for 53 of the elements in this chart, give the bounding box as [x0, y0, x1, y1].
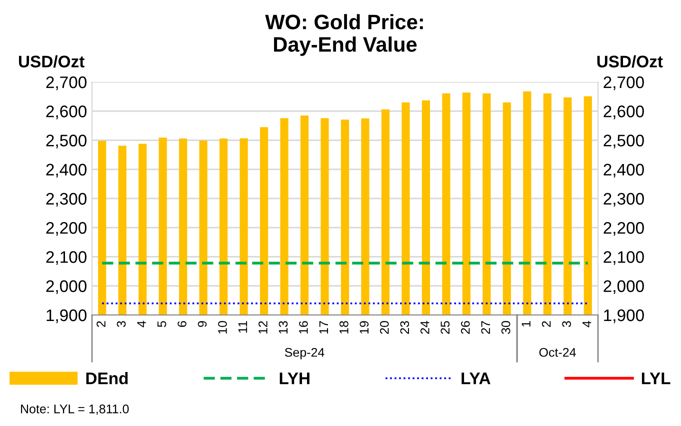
x-tick-label: 17 [319, 321, 328, 334]
y2-tick-label: 2,300 [604, 192, 644, 207]
y-tick-label: 1,900 [46, 309, 86, 324]
y-tick-label: 2,300 [46, 192, 86, 207]
x-tick-label: 2 [96, 321, 106, 327]
y2-tick-label: 2,600 [604, 106, 644, 120]
legend-label: DEnd [86, 372, 128, 384]
x-tick-label: 18 [340, 321, 348, 334]
x-tick-label: 10 [218, 321, 227, 334]
y2-tick-label: 2,100 [604, 251, 644, 265]
x-tick-label: 4 [582, 320, 592, 328]
x-tick-label: 5 [157, 321, 166, 328]
x-tick-label: 11 [238, 321, 248, 333]
x-tick-label: 16 [299, 321, 308, 334]
y-tick-label: 2,100 [46, 251, 86, 265]
x-tick-label: 6 [178, 321, 186, 327]
x-tick-label: 20 [380, 321, 389, 334]
x-tick-label: 27 [481, 321, 490, 334]
y2-tick-label: 2,000 [604, 280, 644, 294]
x-tick-label: 12 [258, 321, 268, 334]
legend-label: LYL [642, 372, 670, 384]
y2-tick-label: 2,200 [604, 222, 644, 236]
y-tick-label: 2,600 [46, 106, 86, 120]
y2-tick-label: 2,400 [604, 164, 644, 178]
x-tick-label: 13 [278, 321, 288, 334]
y2-tick-label: 2,700 [604, 76, 644, 90]
x-tick-label: 9 [198, 321, 207, 327]
x-tick-label: 24 [420, 320, 430, 334]
text: Oct-24 [539, 348, 576, 357]
y2-axis-title: USD/Ozt [597, 55, 663, 68]
chart-title: WO: Gold Price: Day-End Value [265, 14, 423, 56]
y-tick-label: 2,400 [46, 164, 86, 178]
x-tick-label: 3 [116, 321, 126, 328]
x-tick-label: 25 [440, 321, 450, 334]
y-tick-label: 2,700 [46, 76, 86, 90]
text: Note: LYL = 1,811.0 [21, 404, 129, 415]
x-tick-label: 26 [460, 321, 470, 334]
x-tick-label: 1 [522, 321, 530, 327]
y2-tick-label: 2,500 [604, 134, 644, 148]
y2-tick-label: 1,900 [604, 309, 644, 324]
x-tick-label: 23 [400, 321, 410, 334]
y-tick-label: 2,000 [46, 280, 86, 294]
legend-label: LYH [280, 372, 310, 384]
x-tick-label: 2 [542, 321, 551, 327]
y-axis-title: USD/Ozt [19, 55, 84, 68]
legend-label: LYA [462, 372, 490, 384]
x-tick-label: 30 [501, 321, 510, 334]
y-tick-label: 2,200 [46, 222, 86, 236]
text: Sep-24 [284, 348, 324, 360]
x-tick-label: 19 [360, 321, 369, 334]
x-tick-label: 4 [137, 320, 146, 328]
y-tick-label: 2,500 [46, 134, 86, 148]
x-tick-label: 3 [562, 321, 571, 328]
